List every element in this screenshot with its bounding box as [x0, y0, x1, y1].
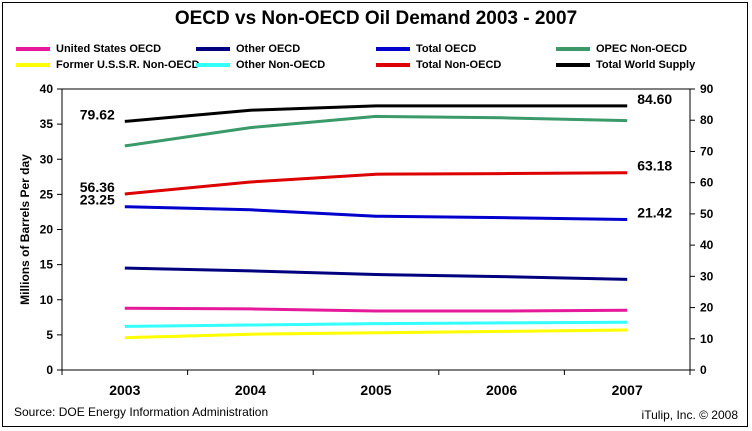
- y-tick-label: 15: [40, 258, 54, 272]
- y2-tick-label: 40: [700, 238, 714, 252]
- legend-label: Total OECD: [416, 43, 477, 55]
- legend-swatch: [196, 63, 230, 67]
- x-tick-label: 2004: [235, 382, 266, 398]
- y-tick-label: 0: [46, 363, 53, 377]
- legend-swatch: [16, 63, 50, 67]
- series-line: [124, 306, 628, 313]
- legend-swatch: [376, 47, 410, 51]
- plot-area: [61, 88, 691, 371]
- y-tick-label: 30: [40, 152, 54, 166]
- series-line: [124, 320, 628, 328]
- legend-swatch: [556, 47, 590, 51]
- y-tick-label: 40: [40, 82, 54, 96]
- legend-label: Total Non-OECD: [416, 59, 502, 71]
- legend: United States OECD Other OECD Total OECD OP…: [16, 40, 736, 74]
- legend-swatch: [16, 47, 50, 51]
- data-label: 23.25: [80, 192, 115, 208]
- y2-tick-label: 90: [700, 82, 714, 96]
- legend-swatch: [376, 63, 410, 67]
- x-tick-label: 2007: [612, 382, 643, 398]
- data-label: 63.18: [637, 158, 672, 174]
- series-line: [124, 266, 628, 281]
- legend-label: United States OECD: [56, 43, 162, 55]
- data-label: 84.60: [637, 91, 672, 107]
- data-label: 56.36: [80, 179, 115, 195]
- legend-label: Total World Supply: [596, 59, 696, 71]
- legend-label: Other OECD: [236, 43, 301, 55]
- legend-label: Former U.S.S.R. Non-OECD: [56, 59, 200, 71]
- copyright-note: iTulip, Inc. © 2008: [641, 408, 738, 422]
- y2-tick-label: 30: [700, 269, 714, 283]
- y2-tick-label: 60: [700, 176, 714, 190]
- x-tick-label: 2006: [486, 382, 517, 398]
- x-tick-label: 2005: [360, 382, 391, 398]
- y-tick-label: 25: [40, 187, 54, 201]
- x-tick-label: 2003: [109, 382, 140, 398]
- legend-label: Other Non-OECD: [236, 59, 326, 71]
- chart-title: OECD vs Non-OECD Oil Demand 2003 - 2007: [174, 8, 578, 29]
- y2-tick-label: 70: [700, 144, 714, 158]
- series-line: [124, 328, 628, 340]
- series-line: [124, 205, 628, 221]
- y-tick-label: 35: [40, 117, 54, 131]
- y2-tick-label: 20: [700, 301, 714, 315]
- y2-tick-label: 50: [700, 207, 714, 221]
- series-line: [124, 104, 628, 123]
- y-tick-label: 5: [46, 328, 53, 342]
- legend-label: OPEC Non-OECD: [596, 43, 688, 55]
- y-tick-label: 20: [40, 223, 54, 237]
- y2-tick-label: 80: [700, 113, 714, 127]
- y-axis-label: Millions of Barrels Per day: [18, 154, 32, 305]
- y2-tick-label: 0: [700, 363, 707, 377]
- chart-frame: [2, 2, 748, 427]
- legend-swatch: [556, 63, 590, 67]
- y-tick-label: 10: [40, 293, 54, 307]
- series-line: [124, 114, 628, 148]
- series-line: [124, 171, 628, 196]
- y2-tick-label: 10: [700, 332, 714, 346]
- source-note: Source: DOE Energy Information Administr…: [14, 405, 269, 419]
- data-label: 79.62: [80, 106, 115, 122]
- legend-swatch: [196, 47, 230, 51]
- data-label: 21.42: [637, 205, 672, 221]
